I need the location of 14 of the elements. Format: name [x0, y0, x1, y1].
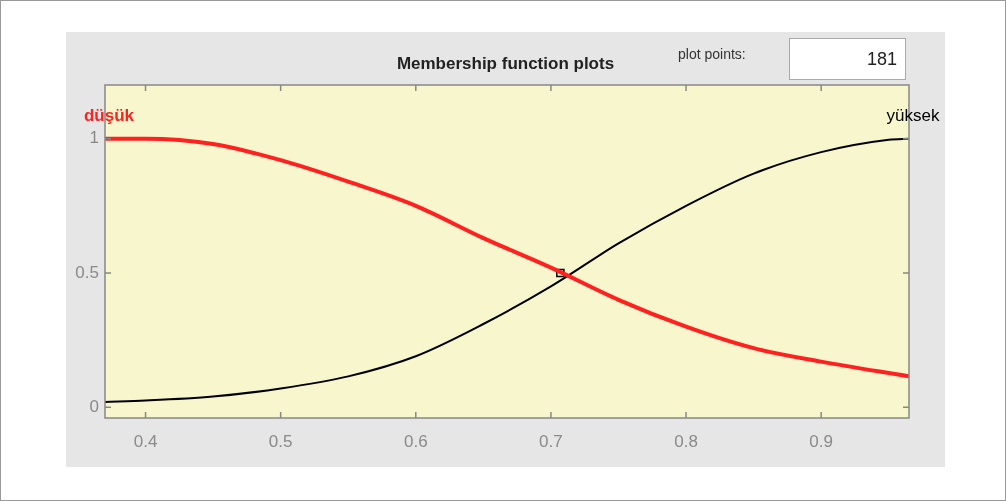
y-tick-label: 1 [89, 128, 99, 148]
series-label: yüksek [886, 105, 940, 125]
series-label: düşük [83, 105, 135, 125]
x-tick-label: 0.4 [133, 431, 158, 451]
x-tick-label: 0.6 [403, 431, 428, 451]
x-tick-label: 0.7 [539, 431, 563, 451]
y-tick-label: 0.5 [75, 262, 99, 282]
chart-title: Membership function plots [396, 54, 615, 73]
x-tick-label: 0.5 [268, 431, 293, 451]
y-tick-label: 0 [89, 396, 99, 416]
text: plot points: [678, 46, 746, 62]
x-tick-label: 0.8 [674, 431, 698, 451]
x-tick-label: 0.9 [809, 431, 833, 451]
number-field: 181 [789, 38, 906, 80]
